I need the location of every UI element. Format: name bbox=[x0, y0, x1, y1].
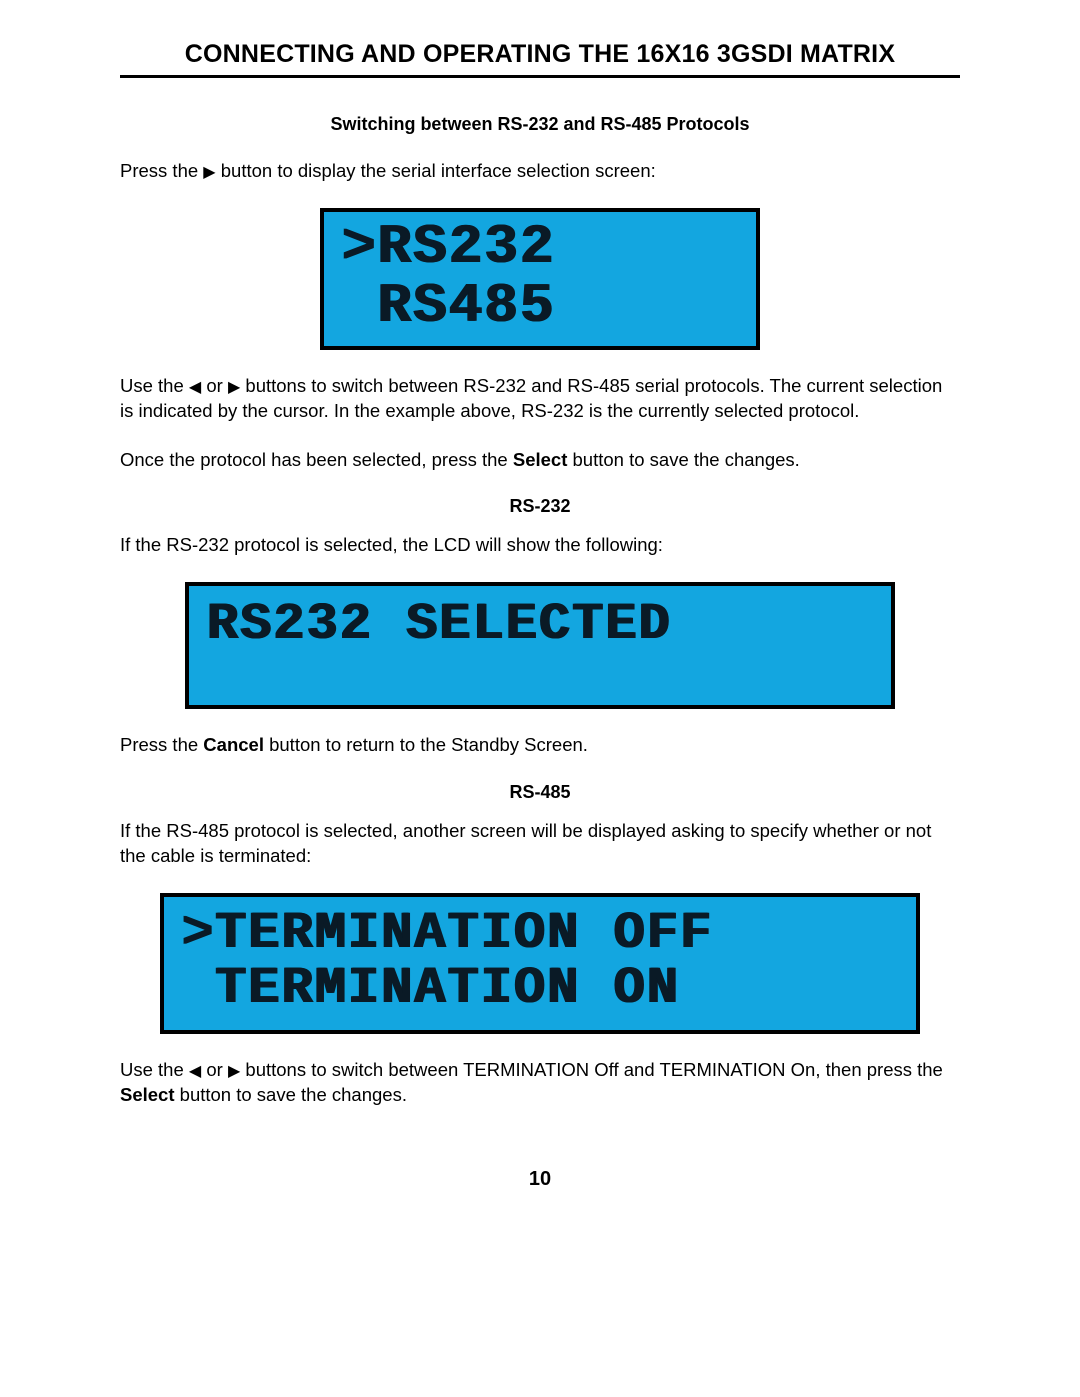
title-rule: CONNECTING AND OPERATING THE 16X16 3GSDI… bbox=[120, 40, 960, 78]
text: Once the protocol has been selected, pre… bbox=[120, 449, 513, 470]
page-title: CONNECTING AND OPERATING THE 16X16 3GSDI… bbox=[120, 40, 960, 69]
right-arrow-icon: ▶ bbox=[228, 1063, 240, 1080]
lcd-screen-protocol-menu: >RS232 RS485 bbox=[320, 208, 760, 350]
page-number: 10 bbox=[120, 1168, 960, 1191]
lcd-line: >RS232 bbox=[342, 218, 738, 277]
rs232-heading: RS-232 bbox=[120, 496, 960, 517]
lcd-line: RS485 bbox=[342, 277, 738, 336]
text: or bbox=[201, 375, 228, 396]
paragraph-1: Press the ▶ button to display the serial… bbox=[120, 159, 960, 184]
document-page: CONNECTING AND OPERATING THE 16X16 3GSDI… bbox=[0, 0, 1080, 1231]
section-subtitle: Switching between RS-232 and RS-485 Prot… bbox=[120, 114, 960, 135]
text: buttons to switch between TERMINATION Of… bbox=[240, 1059, 943, 1080]
bold-select: Select bbox=[120, 1084, 175, 1105]
left-arrow-icon: ◀ bbox=[189, 379, 201, 396]
paragraph-5: Press the Cancel button to return to the… bbox=[120, 733, 960, 758]
text: Use the bbox=[120, 1059, 189, 1080]
text: Press the bbox=[120, 734, 203, 755]
text: or bbox=[201, 1059, 228, 1080]
paragraph-6: If the RS-485 protocol is selected, anot… bbox=[120, 819, 960, 869]
bold-select: Select bbox=[513, 449, 568, 470]
text: buttons to switch between RS-232 and RS-… bbox=[120, 375, 942, 421]
text: button to save the changes. bbox=[175, 1084, 407, 1105]
text: button to display the serial interface s… bbox=[216, 160, 656, 181]
text: Use the bbox=[120, 375, 189, 396]
lcd-screen-rs232-selected: RS232 SELECTED bbox=[185, 582, 895, 709]
right-arrow-icon: ▶ bbox=[228, 379, 240, 396]
lcd-line: RS232 SELECTED bbox=[207, 598, 873, 653]
text: button to save the changes. bbox=[567, 449, 799, 470]
lcd-line: >TERMINATION OFF bbox=[182, 907, 898, 962]
text: button to return to the Standby Screen. bbox=[264, 734, 588, 755]
text: Press the bbox=[120, 160, 203, 181]
paragraph-7: Use the ◀ or ▶ buttons to switch between… bbox=[120, 1058, 960, 1108]
left-arrow-icon: ◀ bbox=[189, 1063, 201, 1080]
lcd-screen-termination-menu: >TERMINATION OFF TERMINATION ON bbox=[160, 893, 920, 1034]
right-arrow-icon: ▶ bbox=[203, 164, 215, 181]
paragraph-4: If the RS-232 protocol is selected, the … bbox=[120, 533, 960, 558]
rs485-heading: RS-485 bbox=[120, 782, 960, 803]
paragraph-3: Once the protocol has been selected, pre… bbox=[120, 448, 960, 473]
bold-cancel: Cancel bbox=[203, 734, 264, 755]
lcd-line: TERMINATION ON bbox=[182, 962, 898, 1017]
paragraph-2: Use the ◀ or ▶ buttons to switch between… bbox=[120, 374, 960, 424]
